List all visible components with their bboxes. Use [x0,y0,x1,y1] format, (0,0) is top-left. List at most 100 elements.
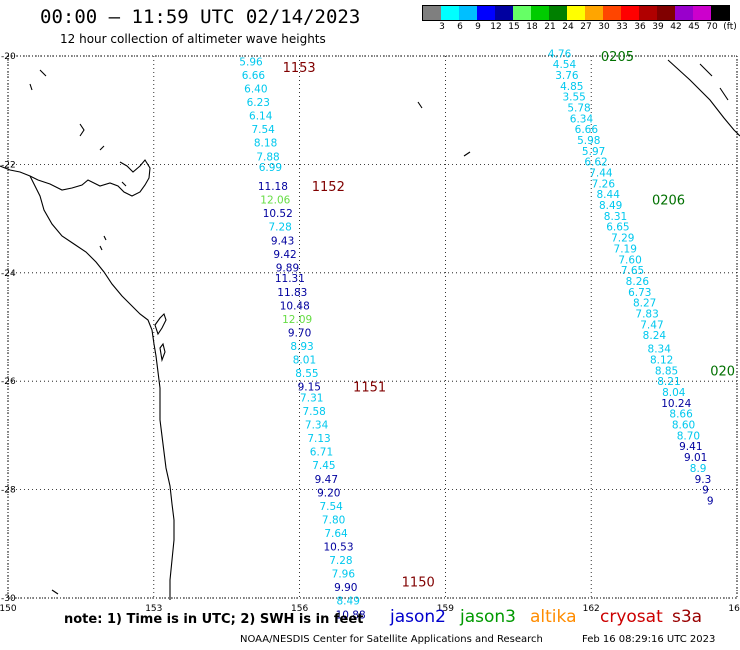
wave-height-value: 8.60 [672,420,695,432]
altimeter-tracks: 5.966.666.406.236.147.548.187.886.9911.1… [239,48,713,621]
legend-label: 42 [670,22,682,32]
legend-label: 30 [598,22,610,32]
wave-height-value: 10.53 [323,542,353,554]
lon-tick-label: 153 [145,604,162,614]
lat-tick-label: -28 [1,486,16,496]
legend-label: 33 [616,22,628,32]
satellite-name: altika [530,607,577,627]
wave-height-value: 9.43 [271,235,294,247]
legend-label: 15 [508,22,520,32]
wave-height-value: 8.26 [626,276,650,288]
legend-swatch [531,6,549,20]
wave-height-value: 3.55 [562,92,585,104]
lon-tick-label: 159 [437,604,454,614]
wave-height-value: 7.44 [589,168,613,180]
wave-height-value: 6.34 [570,113,594,125]
wave-height-value: 9.89 [276,262,299,274]
wave-height-value: 8.27 [633,298,656,310]
lon-tick-label: 165 [728,604,740,614]
wave-height-value: 11.18 [258,181,288,193]
legend-swatch [549,6,567,20]
legend-label: 18 [526,22,538,32]
legend-swatch [711,6,729,20]
legend-swatch [621,6,639,20]
lon-tick-label: 150 [0,604,17,614]
page-title: 00:00 – 11:59 UTC 02/14/2023 [40,6,361,28]
coastline [0,59,740,600]
wave-height-value: 6.14 [249,111,273,123]
pass-labels: 1153 1152 1151 1150 0205 0206 020 [283,50,736,591]
lat-tick-label: -26 [1,377,16,387]
wave-height-value: 9.70 [288,327,311,339]
wave-height-value: 8.93 [290,341,313,353]
satellite-name: jason3 [460,607,516,627]
legend-swatch [495,6,513,20]
wave-height-value: 8.55 [295,368,318,380]
legend-label: 45 [688,22,700,32]
wave-height-value: 7.80 [322,514,345,526]
wave-height-value: 7.34 [305,420,329,432]
legend-swatch [639,6,657,20]
wave-height-value: 5.97 [582,146,605,158]
legend-swatch [603,6,621,20]
wave-height-value: 4.76 [548,48,572,60]
wave-height-value: 8.34 [648,344,672,356]
wave-height-value: 7.65 [621,265,644,277]
wave-height-value: 10.24 [661,398,691,410]
lat-tick-label: -24 [1,269,16,279]
wave-height-value: 8.24 [643,330,667,342]
wave-height-value: 7.88 [256,151,279,163]
satellite-name: cryosat [600,607,663,627]
wave-height-value: 7.54 [319,501,343,513]
wave-height-value: 7.54 [251,124,275,136]
lat-tick-label: -22 [1,160,16,170]
pass-label: 1150 [402,576,435,591]
wave-height-value: 7.28 [268,222,291,234]
wave-height-value: 7.83 [635,308,658,320]
wave-height-value: 9.41 [679,441,702,453]
color-legend: 3 6 9 12 15 18 21 24 27 30 33 36 39 42 45 70 (ft) [422,5,737,33]
legend-swatch [423,6,441,20]
legend-label: 24 [562,22,574,32]
wave-height-value: 8.66 [669,409,693,421]
wave-height-value: 6.23 [247,97,270,109]
wave-height-value: 7.58 [302,406,325,418]
wave-height-value: 6.40 [244,84,267,96]
wave-height-value: 9 [702,485,709,497]
page-subtitle: 12 hour collection of altimeter wave hei… [60,32,326,46]
wave-height-value: 7.47 [640,319,663,331]
wave-height-value: 8.44 [597,189,621,201]
wave-height-value: 7.45 [312,460,335,472]
wave-height-value: 9.20 [317,487,340,499]
legend-swatch [477,6,495,20]
wave-height-value: 5.96 [239,56,263,68]
pass-label: 0205 [601,50,634,65]
wave-height-value: 10.52 [263,208,293,220]
wave-height-value: 9.15 [298,382,321,394]
legend-label: 27 [580,22,592,32]
legend-swatch [441,6,459,20]
legend-label: 36 [634,22,646,32]
wave-height-value: 7.64 [324,528,348,540]
legend-swatch [675,6,693,20]
map-frame [7,55,738,599]
credit-line: NOAA/NESDIS Center for Satellite Applica… [240,634,543,645]
legend-swatch [567,6,585,20]
wave-height-value: 9 [707,495,714,507]
pass-label: 020 [710,364,735,379]
wave-height-value: 8.49 [599,200,622,212]
wave-height-value: 7.19 [614,243,637,255]
wave-height-value: 11.31 [275,273,305,285]
wave-height-value: 12.06 [260,195,290,207]
wave-height-value: 8.9 [690,463,707,475]
lat-tick-label: -30 [1,594,16,604]
generated-timestamp: Feb 16 08:29:16 UTC 2023 [582,634,716,645]
wave-height-value: 11.83 [277,287,307,299]
wave-height-value: 6.66 [575,124,599,136]
wave-height-value: 9.01 [684,452,707,464]
lon-tick-label: 162 [583,604,600,614]
wave-height-value: 9.3 [695,474,712,486]
wave-height-value: 7.96 [332,569,356,581]
legend-swatch [693,6,711,20]
